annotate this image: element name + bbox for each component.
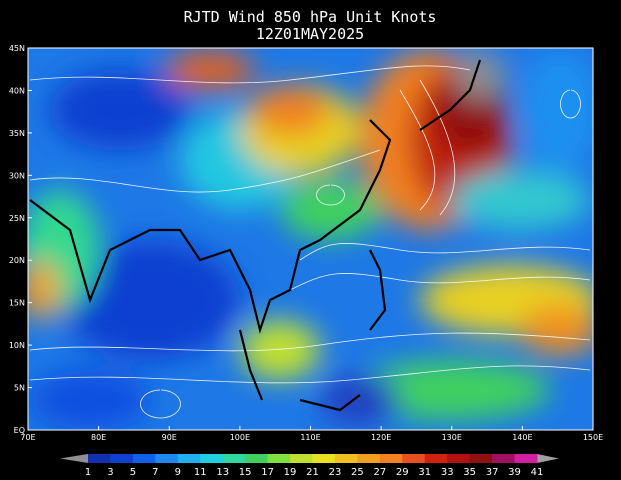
colorbar-label: 21 (306, 467, 319, 478)
colorbar-box (469, 454, 493, 463)
colorbar-box (424, 454, 448, 463)
wind-field (28, 48, 593, 430)
lon-tick-label: 150E (583, 433, 603, 442)
colorbar-label: 7 (152, 467, 158, 478)
lat-tick-label: 5N (14, 384, 25, 393)
colorbar-box (290, 454, 313, 463)
colorbar-box (379, 454, 403, 463)
lat-tick-label: EQ (14, 426, 25, 435)
colorbar-box (88, 454, 111, 463)
lon-tick-label: 130E (442, 433, 462, 442)
colorbar-high-end (537, 454, 559, 463)
colorbar-box (222, 454, 246, 463)
colorbar-box (312, 454, 336, 463)
colorbar-box (267, 454, 291, 463)
colorbar-label: 19 (284, 467, 297, 478)
colorbar-label: 27 (373, 467, 386, 478)
lat-tick-label: 10N (9, 341, 25, 350)
lat-tick-label: 25N (9, 214, 25, 223)
colorbar-label: 15 (239, 467, 252, 478)
lon-tick-label: 80E (91, 433, 106, 442)
colorbar-label: 41 (531, 467, 544, 478)
lon-tick-label: 140E (512, 433, 532, 442)
colorbar-label: 17 (261, 467, 274, 478)
colorbar-label: 31 (418, 467, 431, 478)
colorbar: 1 3 5 7 9 11 13 15 17 19 21 23 25 27 29 31 33 35 37 39 41 (60, 454, 559, 478)
subtitle: 12Z01MAY2025 (256, 25, 364, 43)
colorbar-box (357, 454, 381, 463)
lon-tick-label: 100E (230, 433, 250, 442)
colorbar-label: 23 (329, 467, 342, 478)
lon-tick-label: 110E (300, 433, 320, 442)
colorbar-box (402, 454, 426, 463)
colorbar-label: 35 (463, 467, 476, 478)
colorbar-box (132, 454, 156, 463)
colorbar-label: 13 (216, 467, 229, 478)
lat-tick-label: 20N (9, 256, 25, 265)
field-shading (28, 50, 593, 430)
colorbar-box (492, 454, 516, 463)
lat-tick-label: 30N (9, 171, 25, 180)
title: RJTD Wind 850 hPa Unit Knots (184, 8, 437, 26)
colorbar-label: 25 (351, 467, 364, 478)
colorbar-box (514, 454, 538, 463)
colorbar-label: 11 (194, 467, 207, 478)
colorbar-label: 5 (130, 467, 136, 478)
colorbar-label: 9 (175, 467, 181, 478)
lat-tick-label: 35N (9, 129, 25, 138)
lat-tick-label: 15N (9, 299, 25, 308)
colorbar-label: 29 (396, 467, 409, 478)
lon-tick-label: 120E (371, 433, 391, 442)
colorbar-box (245, 454, 269, 463)
coastlines (29, 59, 482, 412)
colorbar-label: 3 (107, 467, 113, 478)
lat-tick-label: 45N (9, 44, 25, 53)
colorbar-label: 1 (85, 467, 91, 478)
colorbar-box (110, 454, 134, 463)
colorbar-box (334, 454, 358, 463)
colorbar-box (155, 454, 179, 463)
lon-tick-label: 70E (20, 433, 35, 442)
colorbar-label: 33 (441, 467, 454, 478)
colorbar-label: 37 (486, 467, 499, 478)
streamlines (29, 65, 591, 419)
lon-tick-label: 90E (162, 433, 177, 442)
colorbar-box (447, 454, 471, 463)
lat-tick-label: 40N (9, 86, 25, 95)
colorbar-label: 39 (508, 467, 521, 478)
colorbar-box (200, 454, 224, 463)
colorbar-box (177, 454, 201, 463)
colorbar-low-end (60, 454, 88, 463)
